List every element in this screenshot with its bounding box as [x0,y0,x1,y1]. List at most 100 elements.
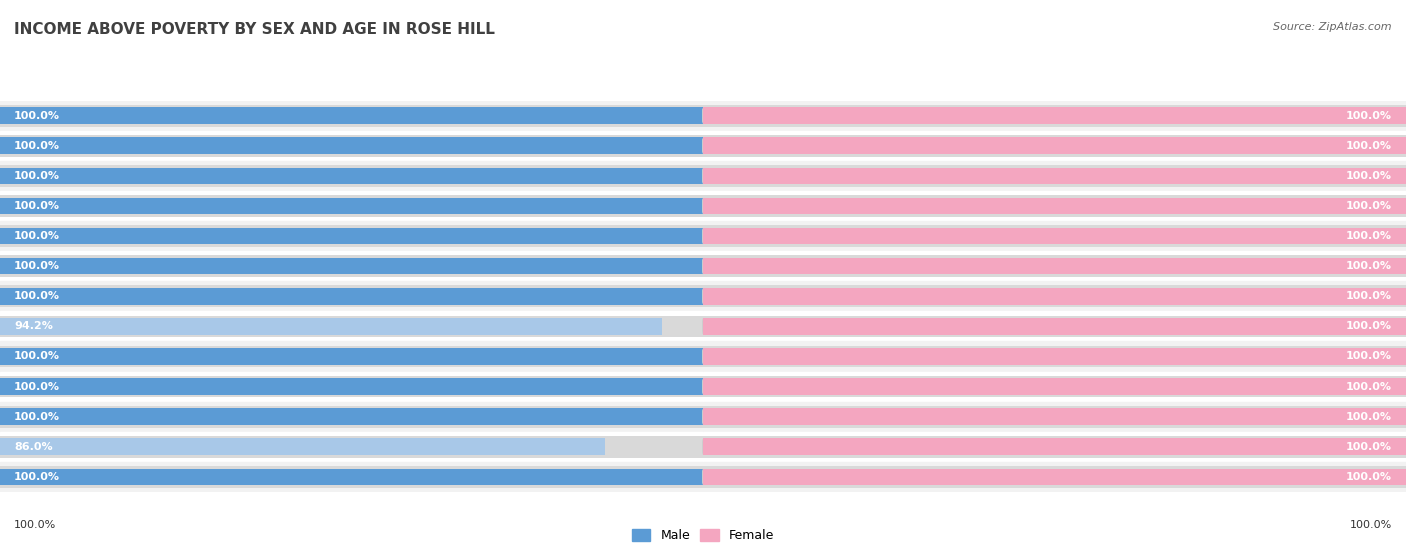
Bar [703,288,1406,305]
Bar [703,165,1406,187]
Bar [703,225,1406,247]
Bar [0,401,703,432]
Text: 18 to 24 Years: 18 to 24 Years [707,291,786,301]
Text: 65 to 74 Years: 65 to 74 Years [707,442,786,452]
Text: 100.0%: 100.0% [1346,141,1392,151]
Text: 100.0%: 100.0% [1346,171,1392,181]
Bar [0,378,703,395]
Text: INCOME ABOVE POVERTY BY SEX AND AGE IN ROSE HILL: INCOME ABOVE POVERTY BY SEX AND AGE IN R… [14,22,495,37]
Bar [703,258,1406,274]
Bar [0,161,703,191]
Text: 94.2%: 94.2% [14,321,53,331]
Bar [703,409,1406,425]
Text: 100.0%: 100.0% [1346,291,1392,301]
Bar [703,286,1406,307]
Bar [0,131,703,161]
Bar [0,438,605,455]
Bar [0,372,703,401]
Text: 100.0%: 100.0% [1346,321,1392,331]
Text: 100.0%: 100.0% [14,472,60,482]
Bar [703,251,1406,281]
Bar [703,255,1406,277]
Bar [0,315,703,337]
Text: 86.0%: 86.0% [14,442,52,452]
Bar [703,376,1406,397]
Text: 6 to 11 Years: 6 to 11 Years [707,171,779,181]
Bar [703,378,1406,395]
Bar [0,198,703,214]
Text: 100.0%: 100.0% [14,352,60,362]
Bar [703,468,1406,485]
Text: 75 Years and over: 75 Years and over [707,472,807,482]
Bar [703,221,1406,251]
Bar [703,462,1406,492]
Text: 100.0%: 100.0% [1350,520,1392,530]
Bar [0,468,703,485]
Bar [0,462,703,492]
Text: 100.0%: 100.0% [1346,111,1392,121]
Text: 100.0%: 100.0% [14,171,60,181]
Bar [0,318,662,335]
Bar [0,105,703,126]
Bar [703,107,1406,124]
Bar [703,198,1406,214]
Bar [0,288,703,305]
Bar [0,348,703,365]
Text: 100.0%: 100.0% [1346,411,1392,421]
Text: 100.0%: 100.0% [1346,442,1392,452]
Bar [703,101,1406,131]
Bar [0,466,703,487]
Bar [703,311,1406,342]
Bar [0,225,703,247]
Bar [703,345,1406,367]
Text: 55 to 64 Years: 55 to 64 Years [707,411,786,421]
Bar [703,161,1406,191]
Text: 5 Years: 5 Years [707,141,747,151]
Bar [0,255,703,277]
Bar [0,281,703,311]
Bar [0,228,703,244]
Text: 16 and 17 Years: 16 and 17 Years [707,261,796,271]
Text: 100.0%: 100.0% [1346,382,1392,391]
Bar [0,101,703,131]
Legend: Male, Female: Male, Female [627,524,779,547]
Bar [0,168,703,184]
Bar [0,376,703,397]
Bar [703,315,1406,337]
Bar [0,221,703,251]
Text: 100.0%: 100.0% [1346,472,1392,482]
Text: Source: ZipAtlas.com: Source: ZipAtlas.com [1274,22,1392,32]
Text: 100.0%: 100.0% [14,382,60,391]
Bar [703,281,1406,311]
Text: 25 to 34 Years: 25 to 34 Years [707,321,786,331]
Text: 12 to 14 Years: 12 to 14 Years [707,201,786,211]
Bar [0,258,703,274]
Text: 100.0%: 100.0% [14,520,56,530]
Text: 35 to 44 Years: 35 to 44 Years [707,352,786,362]
Bar [703,342,1406,372]
Bar [0,311,703,342]
Bar [703,191,1406,221]
Bar [0,195,703,217]
Bar [0,107,703,124]
Bar [0,138,703,154]
Bar [703,372,1406,401]
Bar [703,168,1406,184]
Text: 100.0%: 100.0% [14,231,60,241]
Bar [0,345,703,367]
Text: 100.0%: 100.0% [1346,231,1392,241]
Text: Under 5 Years: Under 5 Years [707,111,783,121]
Text: 100.0%: 100.0% [14,411,60,421]
Bar [703,436,1406,458]
Bar [0,406,703,428]
Bar [0,342,703,372]
Text: 100.0%: 100.0% [1346,261,1392,271]
Text: 100.0%: 100.0% [1346,201,1392,211]
Bar [0,191,703,221]
Bar [703,401,1406,432]
Bar [0,251,703,281]
Text: 15 Years: 15 Years [707,231,754,241]
Bar [703,348,1406,365]
Text: 100.0%: 100.0% [14,111,60,121]
Bar [703,138,1406,154]
